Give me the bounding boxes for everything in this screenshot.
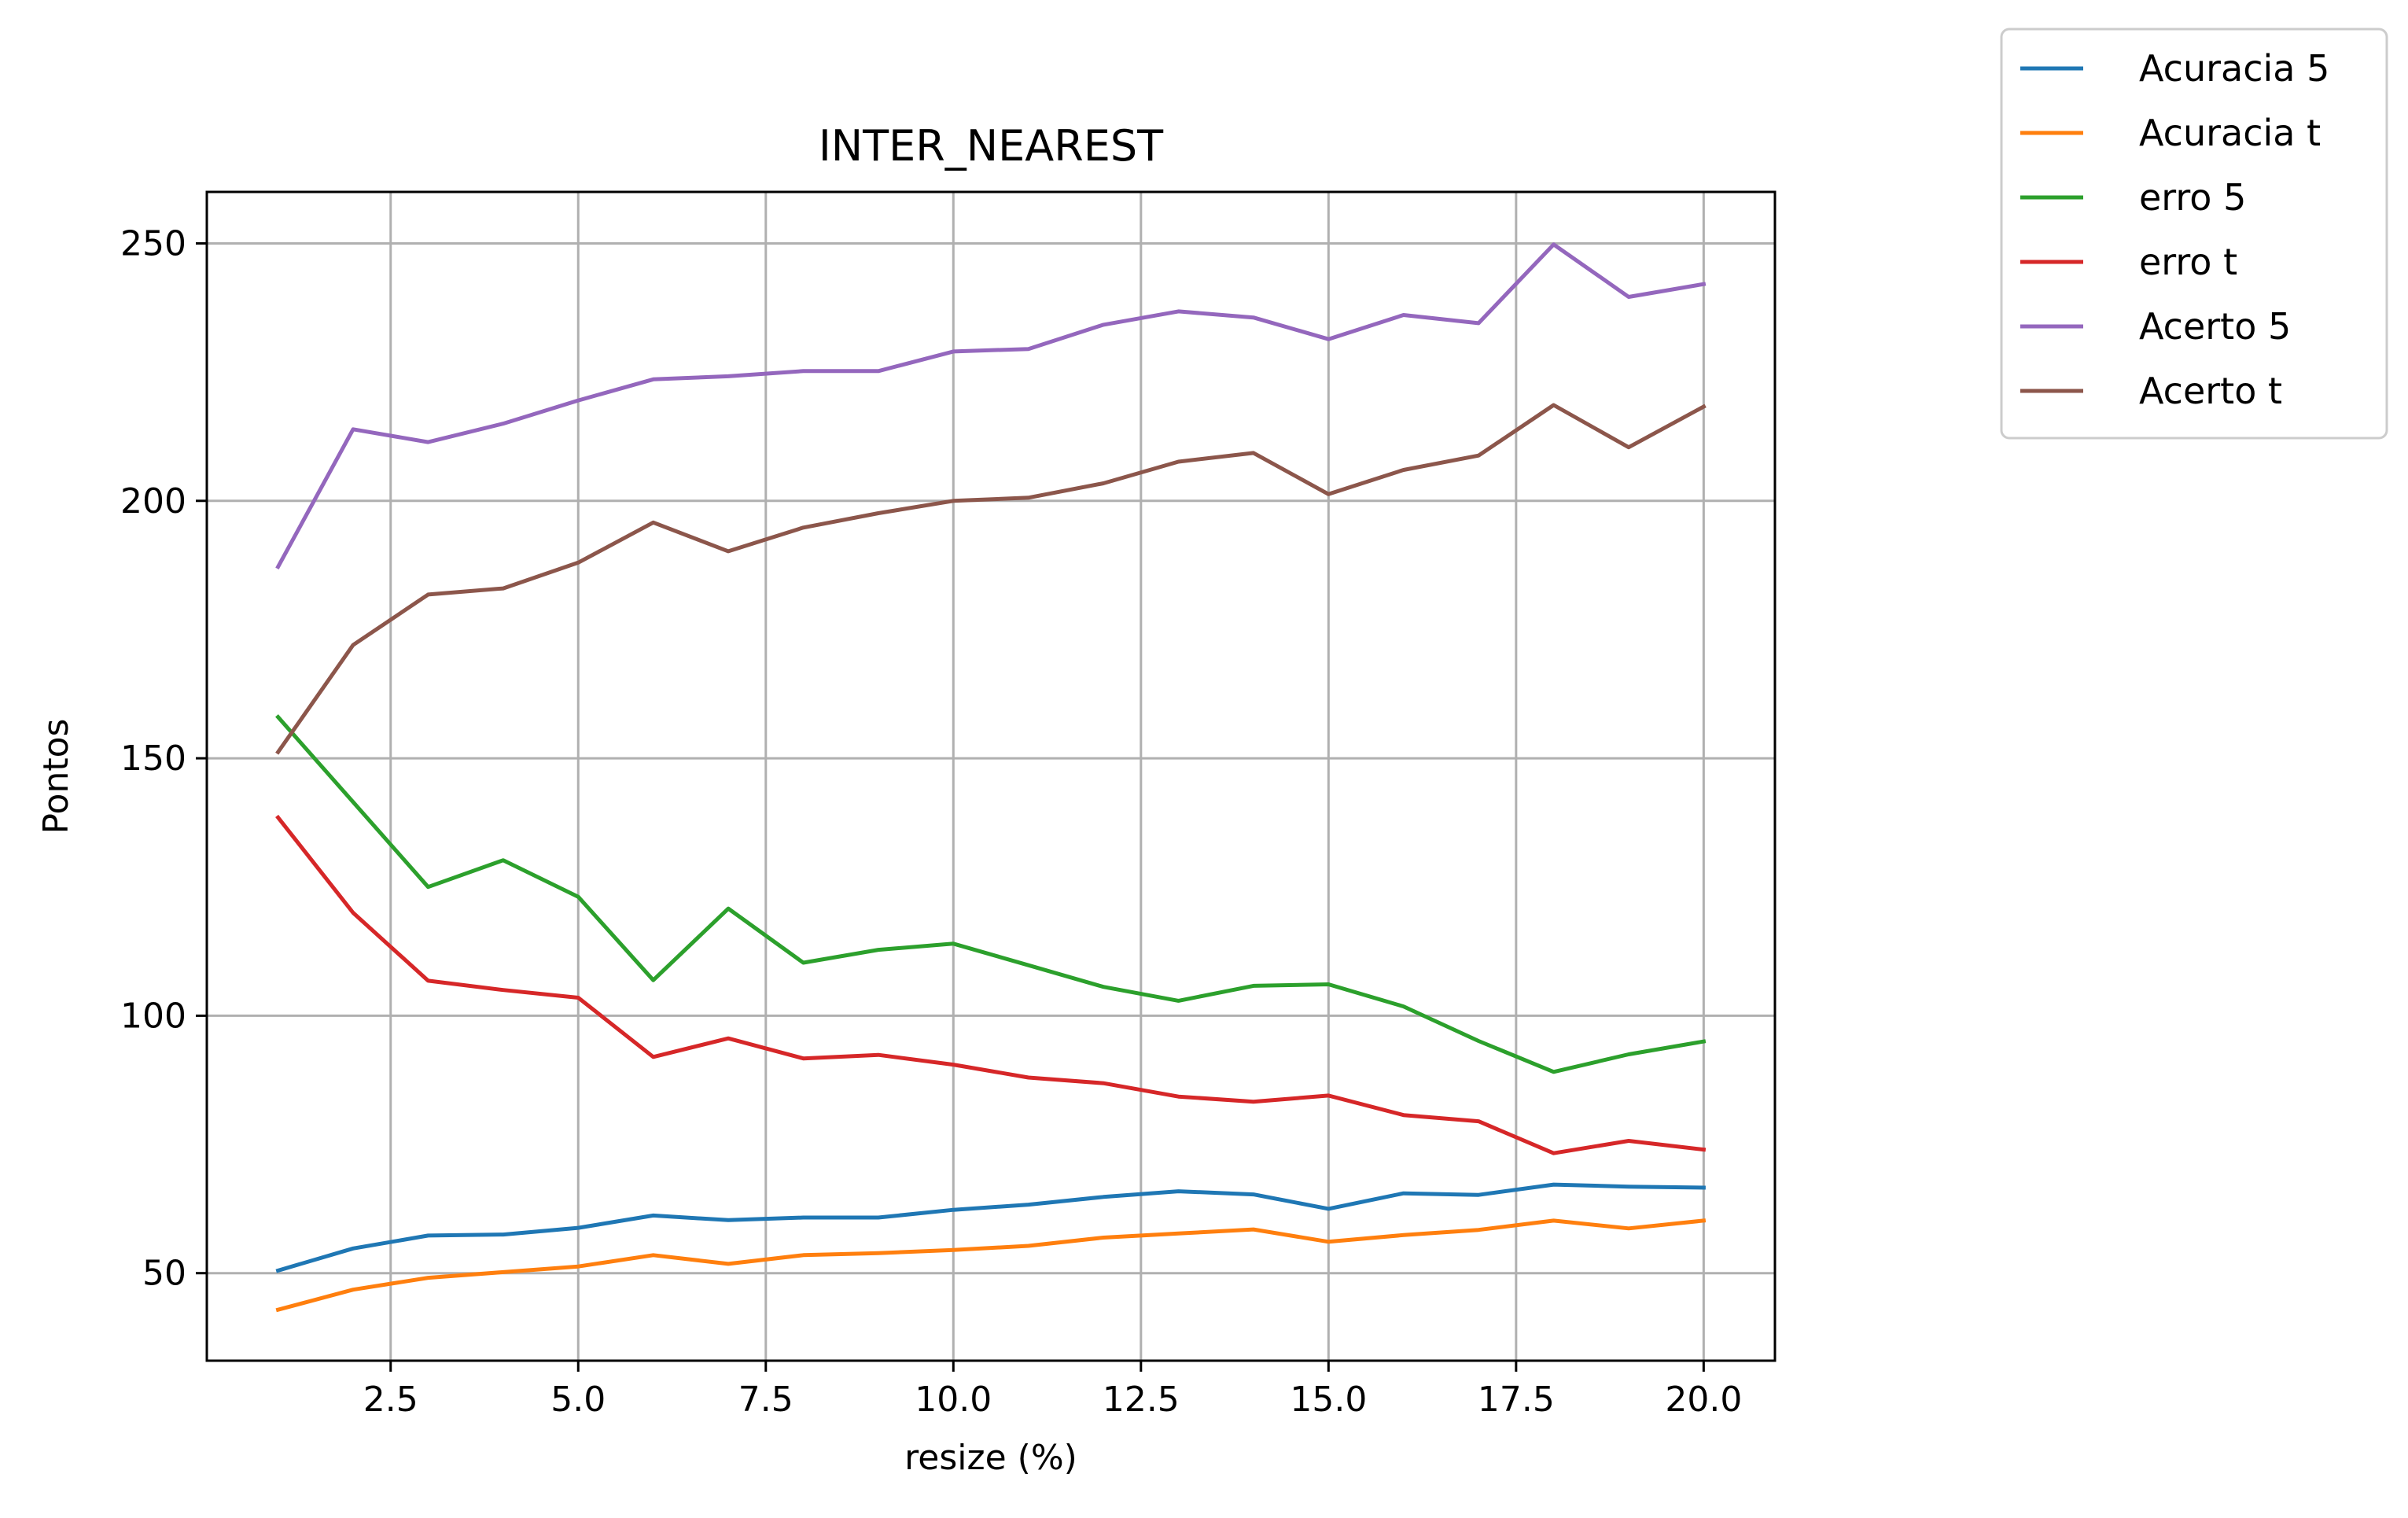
x-tick-label: 17.5 [1478, 1380, 1555, 1420]
y-tick-label: 250 [120, 223, 186, 263]
series-line-acuracia-5 [275, 1182, 1706, 1273]
plot-frame [205, 190, 1777, 1362]
y-tick-label: 200 [120, 481, 186, 521]
x-tick-label: 12.5 [1103, 1380, 1180, 1420]
series-line-acerto-5 [275, 242, 1707, 569]
legend-label: Acuracia t [2139, 112, 2321, 154]
y-tick-label: 150 [120, 739, 186, 779]
x-tick-label: 10.0 [915, 1380, 992, 1420]
series-line-acerto-t [275, 403, 1707, 755]
y-axis-label: Pontos [36, 719, 76, 835]
series-line-acuracia-t [275, 1218, 1707, 1313]
series-line-erro-5 [275, 714, 1707, 1074]
y-tick-label: 50 [142, 1254, 186, 1294]
ticks: 2.5 5.0 7.5 10.0 12.5 15.0 17.5 20.0 50 100 150 200… [120, 223, 1742, 1420]
series-line-erro-t [275, 814, 1707, 1155]
y-tick-label: 100 [120, 996, 186, 1036]
legend-label: erro 5 [2139, 176, 2246, 219]
x-tick-label: 15.0 [1290, 1380, 1367, 1420]
legend-label: Acuracia 5 [2139, 47, 2329, 90]
x-tick-label: 2.5 [363, 1380, 418, 1420]
x-tick-label: 7.5 [738, 1380, 793, 1420]
legend: Acuracia 5 Acuracia t erro 5 erro t Acerto 5… [2000, 28, 2388, 440]
x-tick-label: 20.0 [1665, 1380, 1742, 1420]
chart-title: INTER_NEAREST [819, 121, 1164, 171]
x-axis-label: resize (%) [904, 1438, 1077, 1478]
series-group [275, 242, 1707, 1313]
legend-label: Acerto t [2139, 370, 2282, 412]
legend-label: Acerto 5 [2139, 305, 2291, 348]
x-tick-label: 5.0 [550, 1380, 606, 1420]
legend-label: erro t [2139, 241, 2237, 283]
legend-box [2000, 28, 2388, 440]
